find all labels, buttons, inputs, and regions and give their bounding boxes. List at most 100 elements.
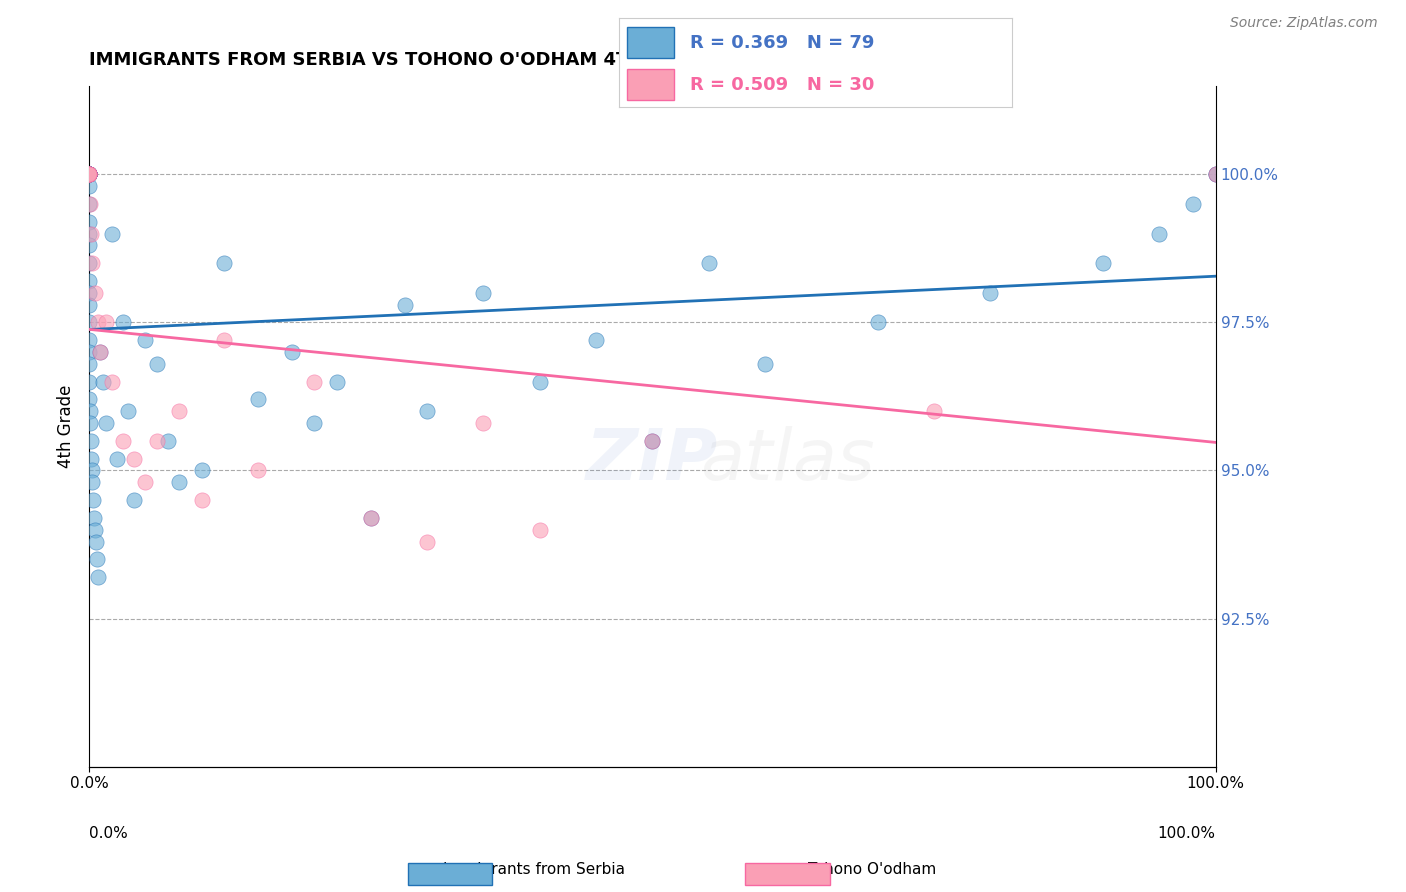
Point	[697, 256, 720, 270]
Text: 0.0%: 0.0%	[89, 826, 128, 841]
Point	[82, 475, 104, 490]
Point	[866, 315, 889, 329]
Point	[77, 392, 100, 407]
Point	[80, 227, 103, 241]
Point	[247, 463, 270, 477]
Text: ZIP: ZIP	[586, 425, 718, 494]
Point	[83, 523, 105, 537]
Point	[167, 475, 190, 490]
Point	[1205, 167, 1227, 181]
Point	[77, 167, 100, 181]
Point	[77, 179, 100, 194]
Point	[304, 375, 326, 389]
Point	[84, 534, 107, 549]
Point	[77, 167, 100, 181]
Point	[77, 167, 100, 181]
Point	[80, 434, 103, 448]
Point	[1182, 197, 1205, 211]
Point	[122, 451, 145, 466]
Point	[77, 227, 100, 241]
Point	[145, 434, 167, 448]
Point	[77, 167, 100, 181]
Point	[77, 167, 100, 181]
Point	[105, 451, 128, 466]
Point	[77, 274, 100, 288]
Point	[529, 523, 551, 537]
Point	[77, 215, 100, 229]
Point	[641, 434, 664, 448]
Point	[80, 463, 103, 477]
Point	[585, 333, 607, 347]
Text: R = 0.509   N = 30: R = 0.509 N = 30	[689, 76, 875, 94]
Point	[134, 333, 156, 347]
Point	[77, 167, 100, 181]
Point	[100, 227, 122, 241]
Point	[326, 375, 349, 389]
Point	[304, 416, 326, 430]
Point	[77, 197, 100, 211]
FancyBboxPatch shape	[627, 27, 673, 58]
Y-axis label: 4th Grade: 4th Grade	[58, 384, 75, 467]
Point	[91, 375, 114, 389]
Point	[1149, 227, 1171, 241]
Text: Tohono O'odham: Tohono O'odham	[807, 863, 936, 877]
Point	[77, 167, 100, 181]
Point	[122, 493, 145, 508]
Text: R = 0.369   N = 79: R = 0.369 N = 79	[689, 34, 875, 52]
Point	[77, 167, 100, 181]
Point	[100, 375, 122, 389]
Point	[77, 167, 100, 181]
Point	[77, 167, 100, 181]
Point	[167, 404, 190, 418]
Point	[214, 333, 236, 347]
Point	[89, 345, 111, 359]
Point	[79, 197, 101, 211]
Point	[77, 167, 100, 181]
Point	[77, 345, 100, 359]
Point	[922, 404, 945, 418]
Point	[416, 404, 439, 418]
Point	[1205, 167, 1227, 181]
Point	[77, 167, 100, 181]
Point	[529, 375, 551, 389]
Point	[77, 333, 100, 347]
Point	[77, 167, 100, 181]
Point	[87, 570, 110, 584]
Point	[82, 493, 104, 508]
Point	[472, 285, 495, 300]
Point	[190, 463, 212, 477]
Point	[77, 375, 100, 389]
Point	[79, 404, 101, 418]
Point	[83, 285, 105, 300]
Point	[134, 475, 156, 490]
Point	[1091, 256, 1114, 270]
Point	[77, 167, 100, 181]
Point	[77, 167, 100, 181]
Text: atlas: atlas	[700, 425, 875, 494]
Point	[117, 404, 139, 418]
Point	[77, 315, 100, 329]
Point	[94, 416, 117, 430]
Point	[156, 434, 179, 448]
Point	[80, 451, 103, 466]
Point	[77, 298, 100, 312]
Point	[77, 167, 100, 181]
Point	[82, 256, 104, 270]
Text: 100.0%: 100.0%	[1157, 826, 1216, 841]
Point	[77, 357, 100, 371]
Point	[416, 534, 439, 549]
Point	[86, 552, 108, 566]
Point	[360, 511, 382, 525]
Point	[145, 357, 167, 371]
Point	[1205, 167, 1227, 181]
Point	[77, 167, 100, 181]
Point	[641, 434, 664, 448]
Point	[77, 167, 100, 181]
Point	[77, 285, 100, 300]
Point	[79, 416, 101, 430]
Point	[111, 434, 134, 448]
Point	[111, 315, 134, 329]
FancyBboxPatch shape	[627, 69, 673, 100]
Point	[87, 315, 110, 329]
Point	[77, 167, 100, 181]
